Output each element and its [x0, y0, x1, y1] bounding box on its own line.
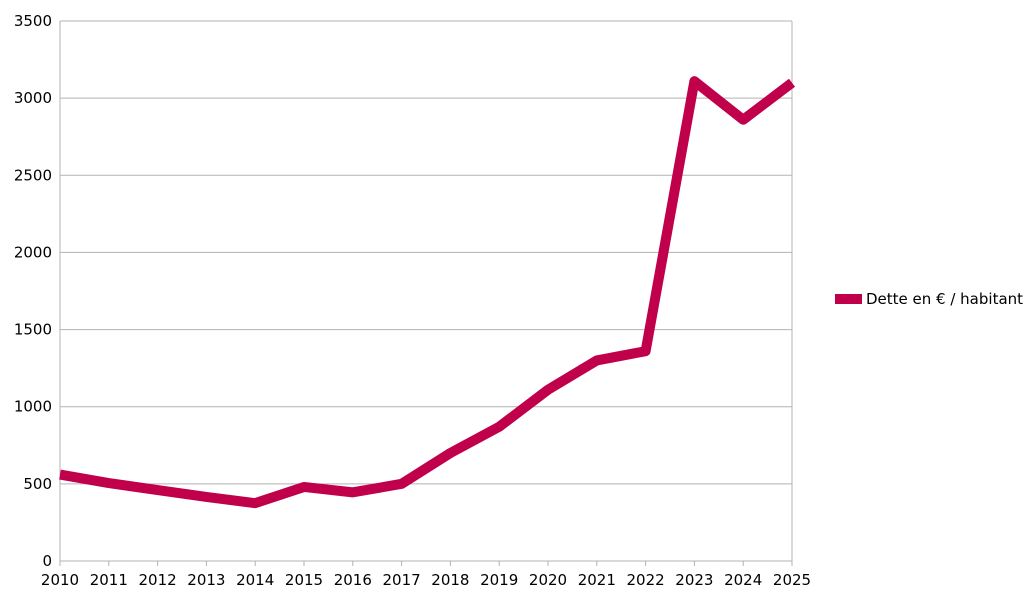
x-tick-label: 2019 [480, 571, 518, 589]
axes [59, 21, 792, 562]
x-tick-label: 2023 [675, 571, 713, 589]
x-tick-label: 2010 [41, 571, 79, 589]
y-tick-label: 2000 [14, 243, 52, 261]
x-tick-label: 2022 [627, 571, 665, 589]
x-tick-label: 2014 [236, 571, 274, 589]
series-line [59, 76, 796, 509]
x-tick-label: 2012 [139, 571, 177, 589]
legend-label: Dette en € / habitant [866, 290, 1023, 308]
x-tick-label: 2013 [187, 571, 225, 589]
x-tick-label: 2018 [431, 571, 469, 589]
y-tick-label: 0 [42, 552, 52, 570]
y-tick-label: 3500 [14, 12, 52, 30]
x-tick-label: 2021 [578, 571, 616, 589]
x-tick-label: 2011 [90, 571, 128, 589]
x-axis-tick-labels: 2010 2011 2012 2013 2014 2015 2016 2017 2018 2019… [41, 571, 811, 589]
x-axis-ticks [59, 561, 793, 566]
x-tick-label: 2017 [383, 571, 421, 589]
y-tick-label: 2500 [14, 166, 52, 184]
y-tick-label: 1000 [14, 398, 52, 416]
x-tick-label: 2016 [334, 571, 372, 589]
series-layer [59, 76, 796, 509]
legend: Dette en € / habitant [835, 290, 1023, 308]
x-tick-label: 2020 [529, 571, 567, 589]
legend-swatch [835, 294, 862, 304]
y-tick-label: 500 [23, 475, 52, 493]
x-tick-label: 2015 [285, 571, 323, 589]
y-axis-tick-labels: 0 500 1000 1500 2000 2500 3000 3500 [14, 12, 52, 570]
gridlines [60, 20, 793, 562]
y-tick-label: 3000 [14, 89, 52, 107]
y-tick-label: 1500 [14, 321, 52, 339]
x-tick-label: 2024 [724, 571, 762, 589]
x-tick-label: 2025 [773, 571, 811, 589]
